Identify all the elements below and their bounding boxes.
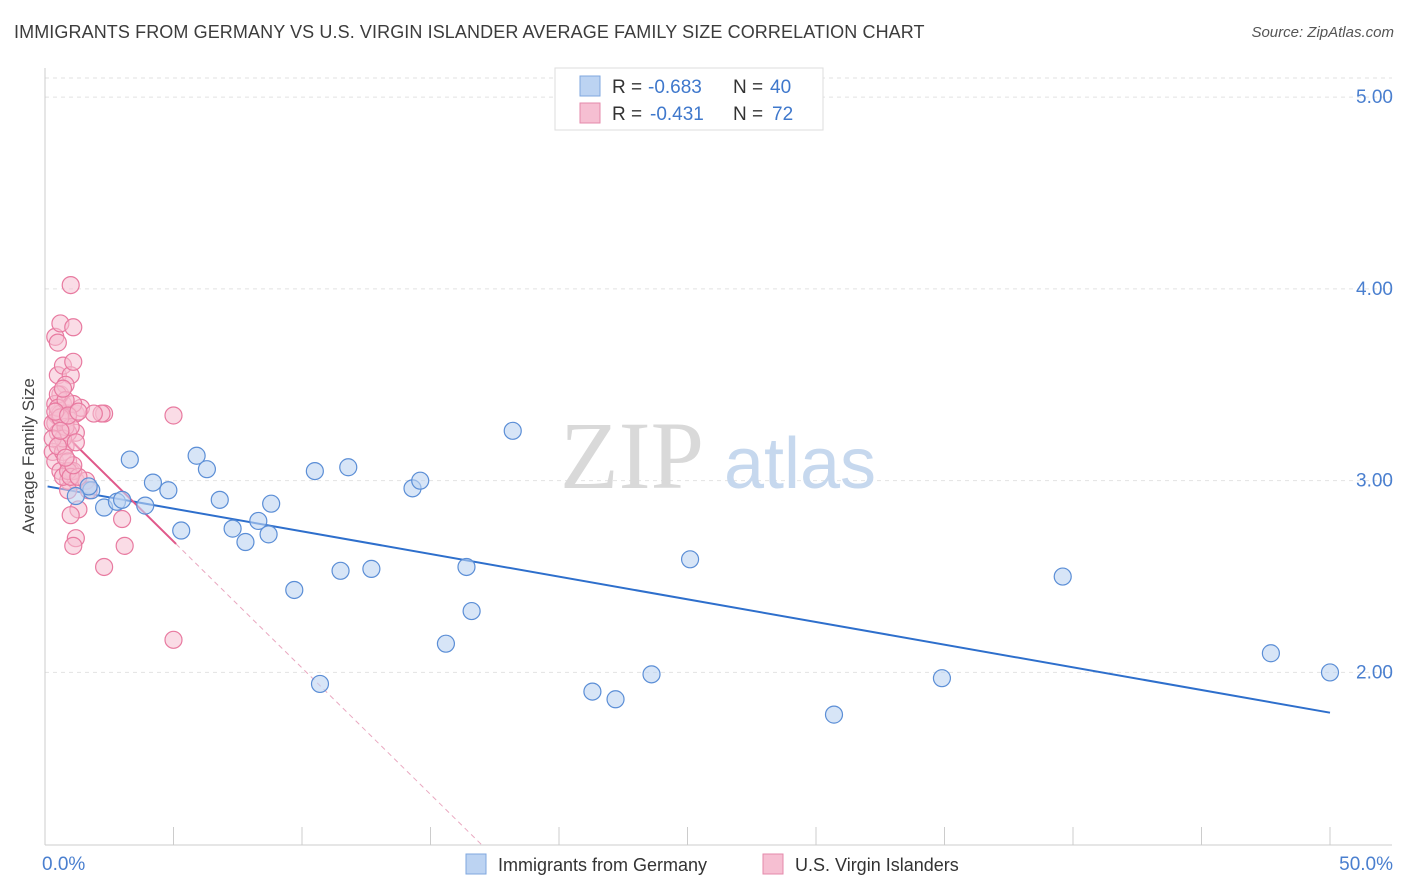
tick-labels: 2.00 3.00 4.00 5.00 0.0% 50.0% bbox=[42, 87, 1393, 875]
point-germany-38 bbox=[66, 486, 85, 506]
legend-swatch-blue bbox=[579, 75, 601, 97]
legend-r-value-1: -0.683 bbox=[648, 77, 702, 98]
watermark-zip: ZIP bbox=[560, 402, 704, 509]
point-germany-6 bbox=[143, 473, 163, 492]
point-germany-32 bbox=[680, 550, 700, 569]
watermark: ZIP atlas bbox=[560, 402, 876, 509]
point-germany-11 bbox=[210, 490, 229, 509]
point-germany-34 bbox=[932, 669, 952, 688]
grid-lines bbox=[45, 77, 1392, 673]
point-germany-10 bbox=[197, 460, 217, 479]
data-points bbox=[43, 275, 1340, 724]
point-germany-25 bbox=[436, 634, 456, 653]
point-virgin-islanders-37 bbox=[84, 404, 103, 423]
point-virgin-islanders-59 bbox=[164, 630, 183, 649]
legend-n-value-1: 40 bbox=[770, 77, 791, 98]
point-germany-27 bbox=[462, 601, 481, 621]
point-virgin-islanders-57 bbox=[115, 536, 134, 555]
legend-box: R = -0.683 N = 40 R = -0.431 N = 72 bbox=[554, 67, 824, 131]
x-tick-label-0: 0.0% bbox=[42, 854, 85, 875]
bottom-legend: Immigrants from Germany U.S. Virgin Isla… bbox=[465, 853, 959, 875]
y-tick-label-2: 4.00 bbox=[1356, 279, 1393, 300]
point-germany-17 bbox=[285, 580, 304, 600]
bottom-legend-swatch-blue bbox=[465, 853, 487, 875]
point-germany-33 bbox=[824, 705, 844, 724]
legend-n-value-2: 72 bbox=[772, 104, 793, 125]
watermark-atlas: atlas bbox=[724, 424, 876, 504]
y-axis-label: Average Family Size bbox=[19, 378, 38, 534]
point-virgin-islanders-64 bbox=[66, 433, 85, 452]
point-germany-31 bbox=[642, 665, 661, 684]
y-tick-label-0: 2.00 bbox=[1356, 662, 1393, 683]
point-virgin-islanders-17 bbox=[64, 318, 83, 337]
axes bbox=[44, 68, 1392, 846]
source-label: Source: ZipAtlas.com bbox=[1251, 24, 1394, 41]
point-germany-26 bbox=[457, 557, 476, 577]
point-germany-8 bbox=[172, 521, 191, 540]
trendline-virgin-islanders-extension bbox=[175, 543, 483, 846]
point-virgin-islanders-18 bbox=[61, 275, 80, 295]
point-germany-7 bbox=[159, 481, 178, 500]
point-germany-15 bbox=[259, 525, 278, 544]
bottom-legend-label-blue: Immigrants from Germany bbox=[498, 855, 707, 875]
point-germany-13 bbox=[236, 532, 255, 552]
point-germany-30 bbox=[606, 690, 625, 709]
point-virgin-islanders-69 bbox=[51, 421, 70, 440]
point-germany-21 bbox=[339, 458, 358, 477]
point-germany-5 bbox=[136, 496, 155, 515]
point-virgin-islanders-56 bbox=[112, 509, 132, 529]
legend-swatch-pink bbox=[579, 102, 601, 124]
legend-r-label-2: R = bbox=[612, 104, 642, 125]
trendline-germany bbox=[47, 485, 1331, 714]
legend-n-label-1: N = bbox=[733, 77, 763, 98]
point-germany-9 bbox=[187, 446, 206, 465]
point-virgin-islanders-63 bbox=[53, 379, 73, 398]
point-virgin-islanders-60 bbox=[164, 406, 183, 425]
x-tick-label-1: 50.0% bbox=[1339, 854, 1393, 875]
point-germany-36 bbox=[1261, 644, 1280, 663]
point-germany-20 bbox=[331, 561, 350, 580]
legend-r-label-1: R = bbox=[612, 77, 642, 98]
point-virgin-islanders-26 bbox=[61, 506, 80, 525]
y-tick-label-3: 5.00 bbox=[1356, 87, 1393, 108]
point-germany-14 bbox=[249, 511, 268, 531]
bottom-legend-swatch-pink bbox=[762, 853, 784, 875]
bottom-legend-label-pink: U.S. Virgin Islanders bbox=[795, 855, 959, 875]
legend-r-value-2: -0.431 bbox=[650, 104, 704, 125]
point-germany-29 bbox=[583, 682, 602, 701]
point-virgin-islanders-16 bbox=[64, 352, 83, 371]
legend-n-label-2: N = bbox=[733, 104, 763, 125]
point-germany-16 bbox=[262, 494, 281, 513]
point-germany-24 bbox=[411, 471, 430, 490]
point-germany-18 bbox=[305, 461, 324, 481]
chart-title: IMMIGRANTS FROM GERMANY VS U.S. VIRGIN I… bbox=[14, 22, 925, 42]
point-germany-37 bbox=[1320, 663, 1340, 682]
point-germany-39 bbox=[112, 490, 132, 509]
point-germany-1 bbox=[79, 477, 98, 496]
point-germany-22 bbox=[362, 559, 381, 578]
point-virgin-islanders-70 bbox=[56, 448, 75, 467]
point-virgin-islanders-71 bbox=[69, 402, 88, 421]
point-germany-19 bbox=[310, 674, 330, 694]
point-germany-12 bbox=[223, 519, 242, 538]
point-virgin-islanders-28 bbox=[64, 536, 83, 555]
point-germany-28 bbox=[503, 421, 522, 440]
y-tick-label-1: 3.00 bbox=[1356, 471, 1393, 492]
point-germany-35 bbox=[1053, 567, 1072, 586]
point-virgin-islanders-14 bbox=[48, 333, 67, 352]
point-germany-3 bbox=[120, 450, 139, 469]
point-virgin-islanders-55 bbox=[95, 557, 114, 577]
